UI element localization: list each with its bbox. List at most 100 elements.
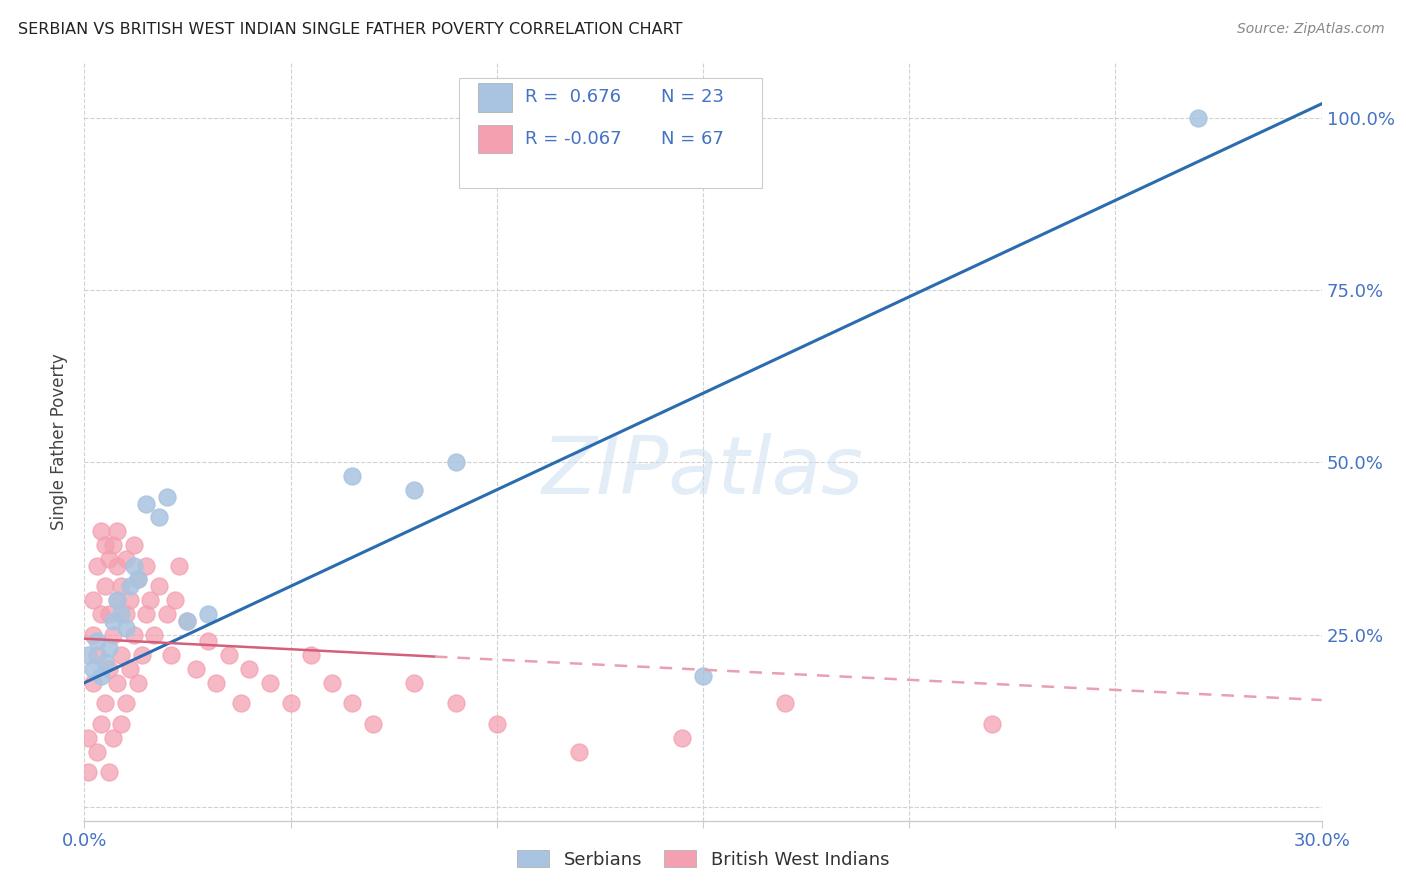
Point [110,717,132,731]
Point [98,662,121,676]
Point [110,579,132,593]
Text: ZIPatlas: ZIPatlas [541,433,865,511]
Point [114,621,136,635]
Point [176,614,198,628]
Point [98,551,121,566]
Point [361,717,384,731]
Point [342,469,364,483]
Point [98,765,121,780]
Point [86,648,108,663]
Point [299,648,322,663]
Point [98,641,121,656]
Point [94,697,117,711]
Point [184,662,207,676]
Point [692,669,714,683]
Point [135,558,157,573]
Text: N = 23: N = 23 [661,88,724,106]
Point [118,662,141,676]
Point [82,627,104,641]
Point [127,675,149,690]
Point [82,662,104,676]
Point [1187,111,1209,125]
Point [165,593,187,607]
Point [82,593,104,607]
Text: Source: ZipAtlas.com: Source: ZipAtlas.com [1237,22,1385,37]
Point [105,558,128,573]
Point [90,607,112,621]
Text: SERBIAN VS BRITISH WEST INDIAN SINGLE FATHER POVERTY CORRELATION CHART: SERBIAN VS BRITISH WEST INDIAN SINGLE FA… [18,22,683,37]
Bar [478,83,512,112]
Text: N = 67: N = 67 [661,130,724,148]
Point [77,731,100,745]
Point [197,634,219,648]
Point [160,648,183,663]
Point [122,627,145,641]
Point [127,573,149,587]
Point [90,717,112,731]
Point [321,675,343,690]
Point [148,579,170,593]
Point [86,745,108,759]
Point [404,483,426,497]
Point [135,497,157,511]
Point [114,607,136,621]
Point [114,551,136,566]
Point [94,655,117,669]
Point [135,607,157,621]
Point [82,675,104,690]
Point [444,697,467,711]
Point [176,614,198,628]
Point [342,697,364,711]
Point [775,697,797,711]
Point [118,579,141,593]
Point [90,524,112,538]
Point [148,510,170,524]
Point [131,648,153,663]
Point [77,765,100,780]
Point [671,731,693,745]
Point [105,593,128,607]
Point [105,593,128,607]
Point [103,538,125,552]
Point [105,675,128,690]
Point [98,607,121,621]
Point [105,524,128,538]
Point [122,538,145,552]
Point [143,627,166,641]
Point [86,634,108,648]
Point [114,697,136,711]
Point [103,627,125,641]
Point [90,669,112,683]
Point [238,662,260,676]
Point [86,558,108,573]
Point [127,573,149,587]
Point [404,675,426,690]
Point [94,538,117,552]
Point [110,607,132,621]
Legend: Serbians, British West Indians: Serbians, British West Indians [509,843,897,876]
Point [156,607,179,621]
Point [103,731,125,745]
Point [218,648,240,663]
Point [122,558,145,573]
Point [103,614,125,628]
Point [118,593,141,607]
Point [77,648,100,663]
Point [280,697,302,711]
Point [980,717,1002,731]
Point [259,675,281,690]
Point [444,455,467,469]
Y-axis label: Single Father Poverty: Single Father Poverty [51,353,69,530]
Point [197,607,219,621]
Text: R = -0.067: R = -0.067 [524,130,621,148]
Point [94,579,117,593]
Point [485,717,508,731]
Point [110,648,132,663]
Point [229,697,252,711]
Point [167,558,190,573]
Point [568,745,591,759]
Text: R =  0.676: R = 0.676 [524,88,621,106]
Point [156,490,179,504]
Bar [478,125,512,153]
Point [205,675,228,690]
